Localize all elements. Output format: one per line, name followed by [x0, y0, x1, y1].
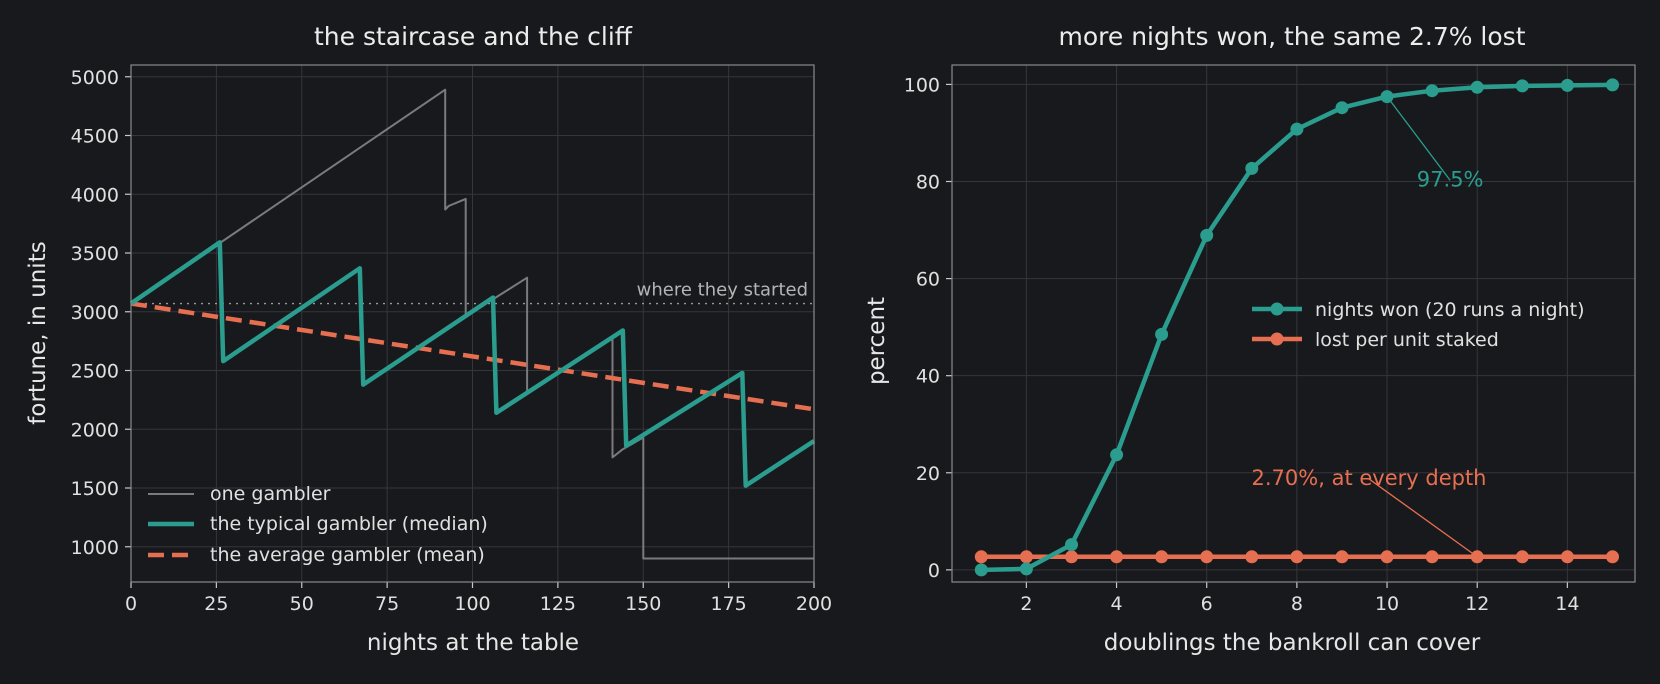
right-panel: more nights won, the same 2.7% lost doub… — [864, 22, 1636, 656]
left-x-tick-label: 0 — [125, 593, 137, 615]
series-line-the-average-gambler-mean — [130, 301, 815, 412]
right-grid — [952, 65, 1635, 582]
right-y-tick-label: 0 — [928, 560, 940, 582]
right-x-tick-label: 12 — [1465, 593, 1489, 615]
legend-marker-nights-won — [1270, 302, 1284, 316]
data-point-lost-per-unit-staked — [1245, 550, 1259, 564]
legend-label-one-gambler: one gambler — [210, 483, 331, 505]
data-point-nights-won-runs-a-night — [1065, 538, 1078, 552]
right-x-tick-label: 8 — [1291, 593, 1303, 615]
data-point-lost-per-unit-staked — [1019, 550, 1033, 564]
data-point-nights-won-runs-a-night — [974, 563, 988, 577]
right-y-tick-label: 40 — [916, 366, 940, 388]
right-annotations: 97.5% 2.70%, at every depth — [1252, 96, 1487, 558]
reference-line-label: where they started — [637, 280, 808, 301]
data-point-nights-won-runs-a-night — [1606, 78, 1619, 92]
data-point-lost-per-unit-staked — [1380, 550, 1394, 564]
left-x-tick-label: 100 — [454, 593, 490, 615]
left-chart-title: the staircase and the cliff — [314, 22, 633, 51]
left-y-tick-label: 4500 — [71, 126, 119, 148]
data-point-nights-won-runs-a-night — [1245, 161, 1259, 175]
left-y-axis-title: fortune, in units — [25, 241, 51, 424]
data-point-nights-won-runs-a-night — [1155, 327, 1169, 341]
left-x-tick-label: 50 — [290, 593, 314, 615]
left-panel: the staircase and the cliff nights at th… — [25, 22, 832, 656]
data-point-lost-per-unit-staked — [1065, 550, 1078, 564]
left-y-tick-label: 2000 — [71, 419, 119, 441]
right-x-tick-label: 2 — [1020, 593, 1032, 615]
left-y-tick-label: 2500 — [71, 361, 119, 383]
legend-label-mean: the average gambler (mean) — [210, 544, 485, 566]
annotation-label: 97.5% — [1417, 167, 1484, 191]
left-x-axis-title: nights at the table — [367, 630, 579, 656]
data-point-lost-per-unit-staked — [1155, 550, 1169, 564]
data-point-lost-per-unit-staked — [1470, 550, 1484, 564]
data-point-lost-per-unit-staked — [1515, 550, 1529, 564]
right-y-tick-label: 60 — [916, 269, 940, 291]
data-point-lost-per-unit-staked — [1200, 550, 1214, 564]
left-y-tick-label: 3000 — [71, 302, 119, 324]
data-point-nights-won-runs-a-night — [1470, 80, 1484, 94]
left-x-tick-label: 200 — [796, 593, 832, 615]
left-x-tick-label: 75 — [375, 593, 399, 615]
right-y-tick-label: 80 — [916, 172, 940, 194]
data-point-nights-won-runs-a-night — [1290, 122, 1304, 136]
left-legend: one gambler the typical gambler (median)… — [148, 483, 488, 566]
left-ticks: 0 25 50 75 100 125 150 175 200 1000 1500 2000 2500 30… — [71, 67, 832, 615]
data-point-lost-per-unit-staked — [1290, 550, 1304, 564]
right-y-axis-title: percent — [864, 297, 890, 385]
data-point-lost-per-unit-staked — [1110, 550, 1124, 564]
series-line-the-typical-gambler-median — [129, 240, 816, 488]
data-point-nights-won-runs-a-night — [1515, 79, 1529, 93]
left-y-tick-label: 5000 — [71, 67, 119, 89]
right-x-tick-label: 14 — [1555, 593, 1579, 615]
right-x-tick-label: 4 — [1111, 593, 1123, 615]
legend-label-nights-won: nights won (20 runs a night) — [1315, 299, 1585, 321]
annotation-label: 2.70%, at every depth — [1252, 466, 1487, 490]
annotation-connector — [1368, 478, 1478, 558]
left-y-tick-label: 3500 — [71, 243, 119, 265]
data-point-lost-per-unit-staked — [1335, 550, 1349, 564]
annotation-connector — [1386, 96, 1451, 181]
right-chart-title: more nights won, the same 2.7% lost — [1059, 22, 1526, 51]
right-ticks: 2 4 6 8 10 12 14 0 20 40 60 80 100 — [904, 74, 1580, 615]
right-x-tick-label: 6 — [1201, 593, 1213, 615]
data-point-lost-per-unit-staked — [1560, 550, 1574, 564]
legend-marker-lost — [1270, 332, 1284, 346]
data-point-nights-won-runs-a-night — [1019, 562, 1033, 576]
legend-label-lost: lost per unit staked — [1315, 329, 1499, 351]
legend-label-median: the typical gambler (median) — [210, 513, 488, 535]
right-x-tick-label: 10 — [1375, 593, 1399, 615]
left-series — [129, 88, 816, 560]
right-series — [974, 78, 1619, 577]
data-point-lost-per-unit-staked — [1425, 550, 1439, 564]
left-reference: where they started — [131, 280, 814, 305]
right-y-tick-label: 20 — [916, 463, 940, 485]
data-point-lost-per-unit-staked — [1606, 550, 1619, 564]
right-y-tick-label: 100 — [904, 74, 940, 96]
right-legend: nights won (20 runs a night) lost per un… — [1252, 299, 1585, 351]
data-point-nights-won-runs-a-night — [1110, 448, 1124, 462]
right-x-axis-title: doublings the bankroll can cover — [1104, 630, 1481, 656]
data-point-nights-won-runs-a-night — [1335, 101, 1349, 115]
right-plot-frame — [951, 64, 1636, 583]
data-point-nights-won-runs-a-night — [1200, 228, 1214, 242]
left-y-tick-label: 1500 — [71, 478, 119, 500]
left-x-tick-label: 25 — [204, 593, 228, 615]
left-y-tick-label: 1000 — [71, 537, 119, 559]
left-plot-frame — [130, 64, 815, 583]
left-x-tick-label: 175 — [710, 593, 746, 615]
data-point-nights-won-runs-a-night — [1425, 84, 1439, 98]
data-point-nights-won-runs-a-night — [1560, 78, 1574, 92]
data-point-lost-per-unit-staked — [974, 550, 988, 564]
left-x-tick-label: 150 — [625, 593, 661, 615]
left-x-tick-label: 125 — [540, 593, 576, 615]
left-y-tick-label: 4000 — [71, 184, 119, 206]
